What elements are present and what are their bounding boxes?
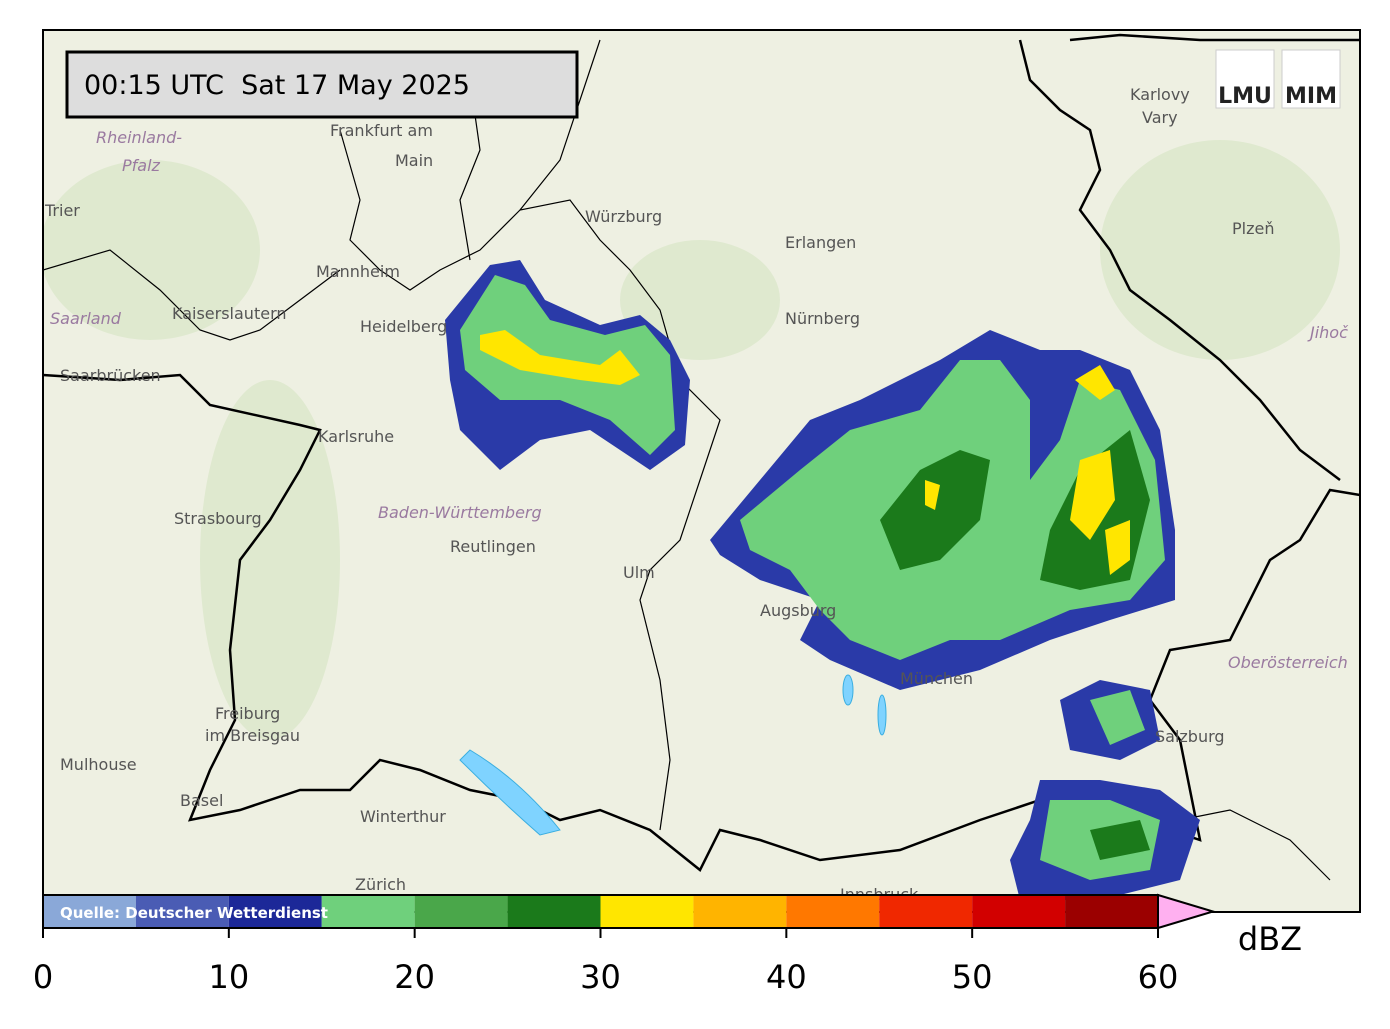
- logo: MIM: [1285, 84, 1337, 109]
- map-label: Salzburg: [1155, 727, 1225, 746]
- colorbar-segment: [228, 895, 322, 928]
- colorbar-segment: [600, 895, 694, 928]
- colorbar-segment: [786, 895, 880, 928]
- map-label: Augsburg: [760, 601, 836, 620]
- map-label: Basel: [180, 791, 223, 810]
- tick-label: 40: [766, 958, 807, 996]
- map-label: Mannheim: [316, 262, 400, 281]
- map-label: Nürnberg: [785, 309, 860, 328]
- map-label: Baden-Württemberg: [378, 503, 542, 522]
- map-label: Karlsruhe: [318, 427, 394, 446]
- map-label: Saarland: [50, 309, 122, 328]
- logo-box: [1281, 49, 1341, 109]
- map-label: Pfalz: [122, 156, 161, 175]
- colorbar-unit: dBZ: [1238, 920, 1302, 958]
- map-label: Kaiserslautern: [172, 304, 287, 323]
- map-label: Karlovy: [1130, 85, 1190, 104]
- map-label: Trier: [44, 201, 80, 220]
- map-label: Saarbrücken: [60, 366, 161, 385]
- map-label: Jihoč: [1307, 323, 1349, 342]
- colorbar-segment: [135, 895, 229, 928]
- map-label: München: [900, 669, 973, 688]
- map-label: Freiburg: [215, 704, 280, 723]
- source-credit: Quelle: Deutscher Wetterdienst: [60, 904, 328, 922]
- tick-label: 60: [1138, 958, 1179, 996]
- colorbar-segment: [972, 895, 1066, 928]
- forest: [43, 140, 1340, 740]
- tick-label: 10: [208, 958, 249, 996]
- radar-echoes: [445, 260, 1200, 900]
- colorbar-segment: [321, 895, 415, 928]
- tick-label: 0: [33, 958, 53, 996]
- map-label: Frankfurt am: [330, 121, 433, 140]
- colorbar-segment: [693, 895, 787, 928]
- map-label: Oberösterreich: [1228, 653, 1348, 672]
- map-label: Strasbourg: [174, 509, 262, 528]
- map-label: im Breisgau: [205, 726, 300, 745]
- map-label: Heidelberg: [360, 317, 447, 336]
- colorbar-segment: [414, 895, 508, 928]
- map-label: Mulhouse: [60, 755, 137, 774]
- map-label: Vary: [1142, 108, 1178, 127]
- map-label: Reutlingen: [450, 537, 536, 556]
- timestamp: 00:15 UTC Sat 17 May 2025: [84, 70, 470, 101]
- borders: [43, 33, 1360, 881]
- colorbar-segment: [879, 895, 973, 928]
- colorbar-segment: [43, 895, 136, 928]
- timestamp-box: [65, 50, 579, 119]
- map-label: Ulm: [623, 563, 655, 582]
- map-label: Würzburg: [585, 207, 662, 226]
- map-label: Plzeň: [1232, 219, 1274, 238]
- map-label: Zürich: [355, 875, 406, 894]
- lakes: [459, 674, 887, 836]
- tick-label: 50: [952, 958, 993, 996]
- map-label: Rheinland-: [96, 128, 182, 147]
- colorbar: 0 10 20 30 40 50 60 dBZ: [33, 893, 1302, 996]
- map: Frankfurt am Main Rheinland- Pfalz Trier Würz…: [43, 30, 1360, 912]
- colorbar-segment: [1065, 895, 1158, 928]
- logo: LMU: [1218, 84, 1272, 109]
- map-label: Main: [395, 151, 433, 170]
- map-label: Winterthur: [360, 807, 446, 826]
- tick-label: 30: [580, 958, 621, 996]
- map-label: Erlangen: [785, 233, 856, 252]
- logo-box: [1215, 49, 1275, 109]
- colorbar-segment: [507, 895, 601, 928]
- map-labels: Frankfurt am Main Rheinland- Pfalz Trier Würz…: [44, 85, 1349, 904]
- tick-label: 20: [394, 958, 435, 996]
